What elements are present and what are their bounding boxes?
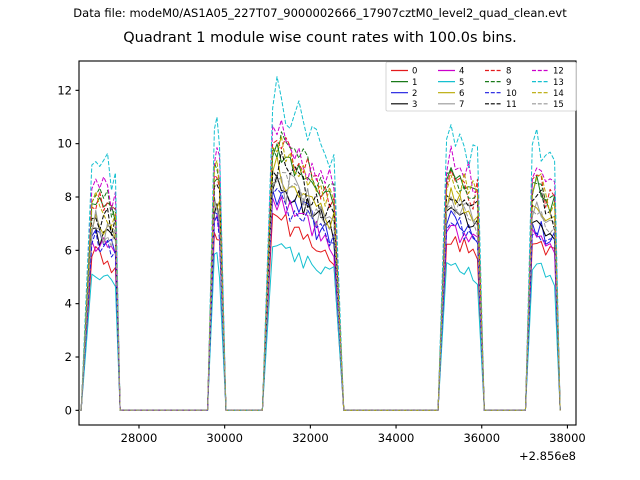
data-line-module-8: [79, 136, 561, 411]
data-line-module-1: [79, 143, 561, 411]
legend-label-module-3: 3: [412, 100, 417, 110]
data-line-module-13: [79, 76, 561, 411]
legend-label-module-6: 6: [459, 89, 464, 99]
y-tick-label: 4: [65, 297, 72, 311]
x-tick-label: 36000: [463, 431, 500, 445]
y-tick-label: 0: [65, 403, 72, 417]
legend-label-module-13: 13: [553, 78, 564, 88]
data-file-label: Data file: modeM0/AS1A05_227T07_90000026…: [73, 6, 567, 20]
data-line-module-0: [79, 212, 561, 411]
legend-label-module-4: 4: [459, 67, 464, 77]
axes: [78, 60, 577, 426]
legend-frame: [385, 61, 577, 112]
legend-label-module-5: 5: [459, 78, 464, 88]
legend-label-module-10: 10: [506, 89, 517, 99]
y-tick-label: 10: [57, 137, 72, 151]
legend-label-module-1: 1: [412, 78, 417, 88]
y-tick-label: 6: [65, 243, 72, 257]
axis-ticks: 0 2 4 6 8 10 12 28000 30000 32000 34000 36000 38000 +…: [57, 83, 585, 463]
x-tick-label: 32000: [292, 431, 329, 445]
x-tick-label: 30000: [206, 431, 243, 445]
legend-label-module-0: 0: [412, 67, 417, 77]
legend-label-module-12: 12: [553, 67, 564, 77]
legend-label-module-9: 9: [506, 78, 511, 88]
axes-frame: [78, 60, 577, 426]
plot-title: Quadrant 1 module wise count rates with …: [123, 30, 517, 46]
x-tick-label: 28000: [121, 431, 158, 445]
legend-label-module-14: 14: [553, 89, 564, 99]
data-line-module-15: [79, 171, 561, 411]
data-line-module-2: [79, 189, 561, 411]
legend-label-module-2: 2: [412, 89, 417, 99]
data-lines: [79, 76, 561, 411]
legend-label-module-7: 7: [459, 100, 464, 110]
data-line-module-14: [79, 135, 561, 411]
y-tick-label: 2: [65, 350, 72, 364]
x-axis-offset-label: +2.856e8: [519, 449, 576, 463]
data-line-module-4: [79, 196, 561, 411]
legend-label-module-8: 8: [506, 67, 511, 77]
x-tick-label: 34000: [378, 431, 415, 445]
y-tick-label: 8: [65, 190, 72, 204]
data-line-module-5: [79, 243, 561, 411]
legend-label-module-11: 11: [506, 100, 517, 110]
data-line-module-7: [79, 173, 561, 411]
data-line-module-10: [79, 188, 561, 411]
data-line-module-12: [79, 119, 561, 411]
y-tick-label: 12: [57, 83, 72, 97]
x-tick-label: 38000: [549, 431, 586, 445]
legend-label-module-15: 15: [553, 100, 564, 110]
